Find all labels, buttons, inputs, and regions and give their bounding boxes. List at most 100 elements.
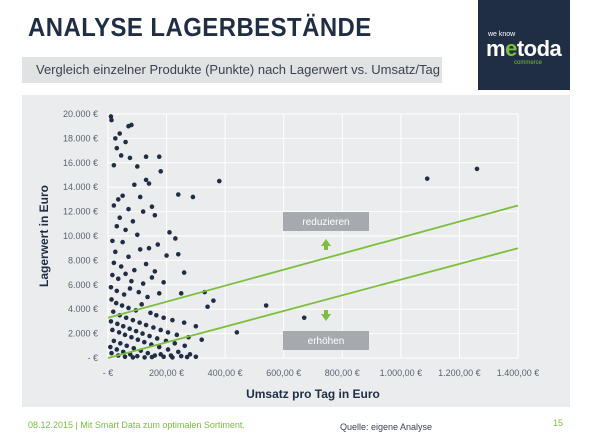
- page-title: ANALYSE LAGERBESTÄNDE: [28, 12, 372, 42]
- x-tick-label: 1.000,00 €: [380, 368, 423, 378]
- data-point: [174, 332, 180, 338]
- data-point: [111, 162, 117, 168]
- y-tick-label: - €: [87, 353, 98, 363]
- data-point: [124, 343, 130, 349]
- data-point: [133, 328, 139, 334]
- data-point: [137, 247, 143, 252]
- data-point: [175, 252, 181, 257]
- data-point: [117, 215, 123, 220]
- x-tick-label: 1.400,00 €: [497, 368, 540, 378]
- data-point: [108, 344, 113, 350]
- data-point: [108, 284, 114, 290]
- data-point: [165, 330, 171, 335]
- footer-date-text: 08.12.2015 | Mit Smart Data zum optimale…: [28, 420, 245, 430]
- data-point: [152, 212, 158, 218]
- data-point: [140, 331, 145, 336]
- data-point: [122, 332, 128, 338]
- data-point: [126, 254, 131, 260]
- data-point: [134, 164, 140, 169]
- data-point: [135, 337, 141, 343]
- data-point: [146, 245, 152, 251]
- data-point: [115, 197, 121, 202]
- data-point: [140, 281, 146, 286]
- data-point: [130, 355, 136, 360]
- data-point: [172, 341, 178, 346]
- x-axis-label: Umsatz pro Tag in Euro: [246, 387, 380, 401]
- data-point: [116, 330, 122, 335]
- data-point: [136, 289, 142, 295]
- data-point: [170, 317, 175, 323]
- data-point: [178, 353, 184, 359]
- data-point: [114, 223, 120, 229]
- data-point: [115, 321, 120, 327]
- data-point: [123, 227, 128, 233]
- x-tick-label: - €: [103, 368, 114, 378]
- data-point: [167, 230, 172, 235]
- annotation-label-erhoehen: erhöhen: [308, 336, 345, 347]
- data-point: [143, 261, 149, 267]
- data-point: [156, 154, 162, 159]
- data-point: [113, 300, 119, 306]
- data-point: [181, 270, 187, 275]
- data-point: [114, 347, 120, 352]
- y-tick-label: 4.000 €: [68, 304, 98, 314]
- data-point: [158, 169, 164, 174]
- data-point: [117, 131, 123, 136]
- y-tick-label: 12.000 €: [63, 207, 98, 217]
- data-point: [111, 203, 117, 208]
- data-point: [178, 291, 184, 296]
- data-point: [109, 117, 114, 123]
- footer-source: Quelle: eigene Analyse: [340, 422, 433, 432]
- data-point: [111, 260, 117, 266]
- data-point: [168, 353, 174, 358]
- data-point: [143, 154, 149, 159]
- logo-wordmark: metoda: [486, 36, 562, 61]
- y-tick-label: 10.000 €: [63, 231, 98, 241]
- data-point: [137, 194, 143, 200]
- data-point: [110, 238, 115, 244]
- y-tick-label: 20.000 €: [63, 109, 98, 119]
- data-point: [164, 253, 169, 258]
- data-point: [152, 269, 158, 274]
- data-point: [424, 176, 430, 181]
- data-point: [149, 275, 155, 280]
- data-point: [143, 177, 149, 183]
- arrow-down-icon: [321, 314, 331, 321]
- data-point: [114, 288, 120, 294]
- data-point: [120, 323, 126, 329]
- data-point: [158, 352, 164, 357]
- y-tick-label: 14.000 €: [63, 182, 98, 192]
- data-point: [131, 345, 137, 351]
- x-tick-label: 800,00 €: [325, 368, 360, 378]
- data-point: [193, 323, 199, 329]
- annotation-label-reduzieren: reduzieren: [302, 217, 349, 228]
- data-point: [111, 338, 117, 344]
- data-point: [110, 309, 116, 314]
- data-point: [108, 319, 114, 324]
- data-point: [175, 349, 181, 355]
- data-point: [134, 232, 140, 238]
- data-point: [158, 327, 164, 333]
- data-point: [190, 194, 196, 200]
- data-point: [234, 330, 240, 335]
- data-point: [127, 155, 133, 161]
- data-point: [155, 242, 161, 247]
- x-tick-label: 200,00 €: [149, 368, 184, 378]
- x-tick-label: 400,00 €: [208, 368, 243, 378]
- data-point: [154, 336, 160, 341]
- data-point: [118, 264, 124, 269]
- data-point: [173, 236, 178, 241]
- data-point: [130, 317, 136, 323]
- data-point: [126, 206, 131, 212]
- data-point: [122, 354, 128, 360]
- data-point: [130, 219, 136, 224]
- data-point: [123, 271, 128, 277]
- subtitle-text: Vergleich einzelner Produkte (Punkte) na…: [36, 62, 440, 77]
- data-point: [151, 325, 156, 330]
- data-point: [129, 334, 134, 340]
- arrow-up-icon: [321, 239, 331, 246]
- data-point: [109, 350, 114, 356]
- data-point: [187, 352, 193, 357]
- data-point: [123, 315, 129, 321]
- arrow-down-stem: [324, 310, 328, 314]
